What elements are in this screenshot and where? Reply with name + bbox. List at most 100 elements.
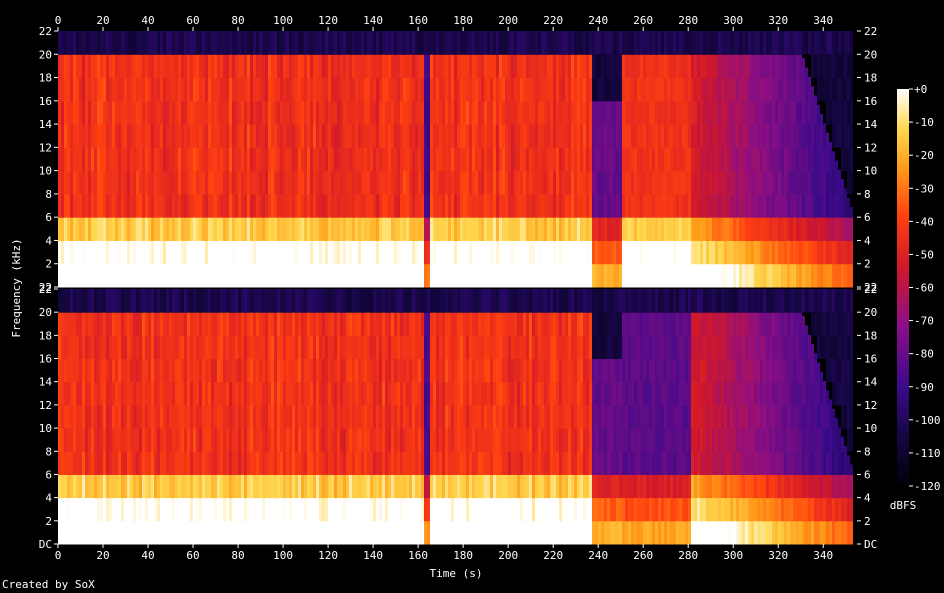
y-tick-label: 6 (864, 211, 871, 224)
y-tick-label: 2 (45, 258, 52, 271)
x-tick-label: 100 (273, 14, 293, 27)
x-tick-label: 280 (678, 14, 698, 27)
y-tick-label: 6 (45, 468, 52, 481)
y-tick-label: 16 (39, 353, 52, 366)
y-tick-label: 8 (864, 445, 871, 458)
y-tick-label: 22 (39, 281, 52, 294)
channel-1-spectrogram (58, 31, 853, 288)
colorbar-tick-label: -120 (914, 480, 941, 493)
x-tick-label: 260 (633, 14, 653, 27)
y-tick-label: 10 (864, 422, 877, 435)
y-tick-label: 2 (45, 515, 52, 528)
x-tick-label: 320 (768, 549, 788, 562)
created-by-footer: Created by SoX (2, 578, 95, 591)
x-tick-label: 300 (723, 14, 743, 27)
y-tick-label: 8 (45, 445, 52, 458)
colorbar-tick-label: -10 (914, 116, 934, 129)
x-tick-label: 120 (318, 14, 338, 27)
x-tick-label: 280 (678, 549, 698, 562)
x-tick-label: 340 (813, 549, 833, 562)
colorbar-tick-label: -80 (914, 348, 934, 361)
y-axis-label: Frequency (kHz) (10, 238, 23, 337)
y-tick-label: 12 (864, 141, 877, 154)
x-tick-label: 180 (453, 549, 473, 562)
x-tick-label: 40 (141, 549, 154, 562)
x-tick-label: 100 (273, 549, 293, 562)
colorbar-tick-label: -70 (914, 315, 934, 328)
x-tick-label: 60 (186, 549, 199, 562)
y-tick-label: 14 (864, 376, 878, 389)
x-tick-label: 20 (96, 549, 109, 562)
y-tick-label: 8 (864, 188, 871, 201)
x-tick-label: 200 (498, 549, 518, 562)
x-tick-label: 0 (55, 14, 62, 27)
x-tick-label: 120 (318, 549, 338, 562)
y-tick-label: DC (39, 538, 52, 551)
colorbar-tick-label: -110 (914, 447, 941, 460)
y-tick-label: 4 (45, 492, 52, 505)
y-tick-label: DC (864, 538, 877, 551)
colorbar-tick-label: -40 (914, 215, 934, 228)
y-tick-label: 8 (45, 188, 52, 201)
x-tick-label: 60 (186, 14, 199, 27)
x-axis-label: Time (s) (430, 567, 483, 580)
y-tick-label: 12 (39, 141, 52, 154)
y-tick-label: 4 (864, 492, 871, 505)
colorbar-tick-label: -50 (914, 248, 934, 261)
x-tick-label: 320 (768, 14, 788, 27)
y-tick-label: 10 (864, 165, 877, 178)
x-tick-label: 80 (231, 14, 244, 27)
y-tick-label: 12 (864, 399, 877, 412)
x-tick-label: 300 (723, 549, 743, 562)
y-tick-label: 6 (45, 211, 52, 224)
y-tick-label: 4 (45, 234, 52, 247)
y-tick-label: 14 (39, 118, 53, 131)
x-tick-label: 20 (96, 14, 109, 27)
colorbar-tick-label: +0 (914, 83, 927, 96)
colorbar-tick-label: -60 (914, 282, 934, 295)
y-tick-label: 22 (864, 281, 877, 294)
y-tick-label: 18 (39, 329, 52, 342)
y-tick-label: 18 (39, 72, 52, 85)
y-tick-label: 20 (39, 306, 52, 319)
colorbar-tick-label: -20 (914, 149, 934, 162)
x-tick-label: 80 (231, 549, 244, 562)
y-tick-label: 10 (39, 422, 52, 435)
colorbar (897, 89, 909, 486)
y-tick-label: 22 (39, 283, 52, 296)
channel-2-spectrogram (58, 289, 853, 545)
y-tick-label: 18 (864, 329, 877, 342)
y-tick-label: 20 (39, 48, 52, 61)
x-tick-label: 240 (588, 14, 608, 27)
colorbar-tick-label: -90 (914, 381, 934, 394)
y-tick-label: 10 (39, 165, 52, 178)
x-tick-label: 160 (408, 549, 428, 562)
x-tick-label: 180 (453, 14, 473, 27)
colorbar-tick-label: -30 (914, 182, 934, 195)
x-tick-label: 260 (633, 549, 653, 562)
y-tick-label: 6 (864, 468, 871, 481)
x-tick-label: 140 (363, 549, 383, 562)
x-tick-label: 0 (55, 549, 62, 562)
y-tick-label: 4 (864, 234, 871, 247)
y-tick-label: 22 (864, 25, 877, 38)
y-tick-label: 18 (864, 72, 877, 85)
y-tick-label: 14 (39, 376, 53, 389)
x-tick-label: 220 (543, 549, 563, 562)
x-tick-label: 140 (363, 14, 383, 27)
x-tick-label: 200 (498, 14, 518, 27)
y-tick-label: 22 (39, 25, 52, 38)
x-tick-label: 220 (543, 14, 563, 27)
x-tick-label: 340 (813, 14, 833, 27)
y-tick-label: 16 (864, 95, 877, 108)
y-tick-label: 2 (864, 258, 871, 271)
x-tick-label: 240 (588, 549, 608, 562)
x-tick-label: 40 (141, 14, 154, 27)
y-tick-label: 16 (864, 353, 877, 366)
colorbar-tick-label: -100 (914, 414, 941, 427)
x-tick-label: 160 (408, 14, 428, 27)
colorbar-label: dBFS (890, 499, 917, 512)
y-tick-label: 22 (864, 283, 877, 296)
y-tick-label: 2 (864, 515, 871, 528)
